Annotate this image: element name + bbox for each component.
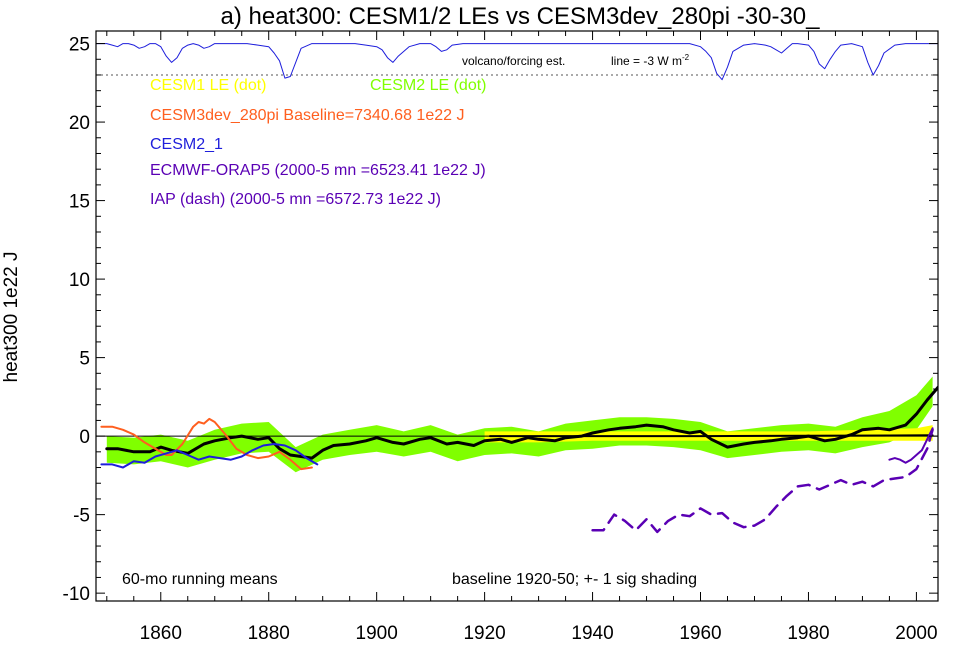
x-tick-label: 2000 xyxy=(895,623,937,641)
y-tick-label: -10 xyxy=(63,584,90,605)
chart-title: a) heat300: CESM1/2 LEs vs CESM3dev_280p… xyxy=(220,3,820,30)
plot-frame xyxy=(95,30,939,602)
band-cesm2-le-dot xyxy=(106,376,933,473)
y-tick-label: 0 xyxy=(79,427,90,448)
x-tick-label: 1900 xyxy=(356,623,398,641)
legend-cesm2-le: CESM2 LE (dot) xyxy=(370,77,486,94)
x-tick-label: 1980 xyxy=(787,623,829,641)
x-tick-label: 1880 xyxy=(248,623,290,641)
forcing-line-label: line = -3 W m-2 xyxy=(611,53,690,68)
chart-annotations: CESM1 LE (dot) CESM2 LE (dot) CESM3dev_2… xyxy=(122,53,697,588)
y-axis-label: heat300 1e22 J xyxy=(1,251,22,382)
legend-iap: IAP (dash) (2000-5 mn =6572.73 1e22 J) xyxy=(150,191,441,208)
x-tick-label: 1860 xyxy=(140,623,182,641)
baseline-note: baseline 1920-50; +- 1 sig shading xyxy=(452,571,697,588)
legend-ecmwf-orap5: ECMWF-ORAP5 (2000-5 mn =6523.41 1e22 J) xyxy=(150,162,486,179)
legend-cesm1-le: CESM1 LE (dot) xyxy=(150,77,266,94)
series-line-volcano-forcing-est xyxy=(96,43,938,81)
series-line-cesm2-1 xyxy=(100,443,319,469)
y-tick-label: 25 xyxy=(69,35,90,56)
x-tick-label: 1940 xyxy=(571,623,613,641)
series-line-ecmwf-orap5-2000-5-mn-6523-41-1e22-j xyxy=(888,427,934,464)
running-mean-note: 60-mo running means xyxy=(122,571,278,588)
forcing-line-text: line = -3 W m xyxy=(611,54,682,68)
series-line-cesm2-le-ensemble-mean xyxy=(105,385,938,460)
y-tick-label: 5 xyxy=(79,349,90,370)
forcing-line-superscript: -2 xyxy=(682,53,690,62)
series-line-cesm3dev-280pi-baseline-7340-68-1e22-j xyxy=(100,417,313,471)
series-line-cesm3dev-280pi-baseline xyxy=(489,434,934,438)
y-tick-label: 20 xyxy=(69,113,90,134)
plot-area: -10 -5 0 5 10 15 20 25 1860 1880 1900 1920 1940 1960 1… xyxy=(63,30,939,644)
legend-cesm3dev: CESM3dev_280pi Baseline=7340.68 1e22 J xyxy=(150,107,464,124)
series-line-iap-dash-2000-5-mn-6572-73-1e22-j xyxy=(591,428,934,534)
x-tick-label: 1920 xyxy=(463,623,505,641)
y-tick-label: 10 xyxy=(69,270,90,291)
y-tick-label: -5 xyxy=(73,506,90,527)
legend-cesm2-1: CESM2_1 xyxy=(150,136,223,153)
y-tick-label: 15 xyxy=(69,192,90,213)
volcano-label: volcano/forcing est. xyxy=(462,54,565,68)
x-tick-label: 1960 xyxy=(679,623,721,641)
